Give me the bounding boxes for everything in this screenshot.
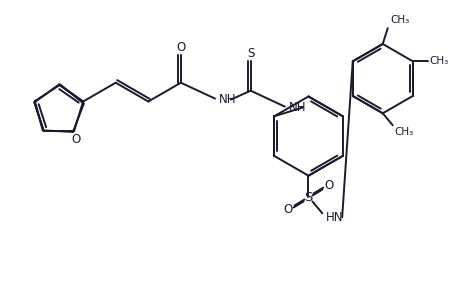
Text: CH₃: CH₃ (429, 56, 449, 66)
Text: S: S (304, 191, 313, 204)
Text: O: O (71, 132, 81, 145)
Text: NH: NH (289, 101, 306, 114)
Text: O: O (325, 179, 334, 192)
Text: HN: HN (326, 211, 344, 224)
Text: S: S (247, 47, 254, 60)
Text: CH₃: CH₃ (395, 127, 414, 137)
Text: NH: NH (219, 93, 237, 106)
Text: O: O (283, 203, 292, 216)
Text: CH₃: CH₃ (391, 15, 410, 25)
Text: O: O (176, 41, 186, 54)
